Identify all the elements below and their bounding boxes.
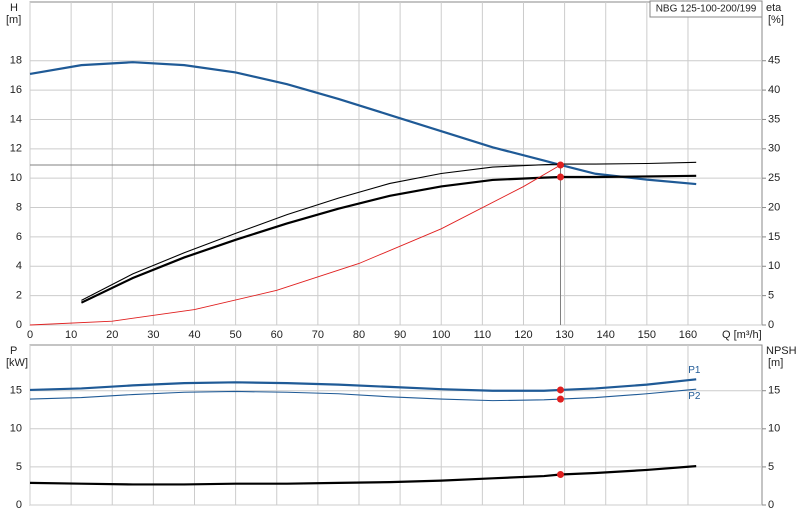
- annotation: NBG 125-100-200/199: [656, 4, 757, 15]
- y2-tick-label: 0: [768, 499, 774, 511]
- operating-point: [556, 395, 564, 403]
- curve-label: P1: [688, 365, 701, 376]
- operating-point: [556, 173, 564, 181]
- y-tick-label: 10: [10, 172, 22, 184]
- x-tick-label: 150: [638, 329, 656, 341]
- y-axis-unit: [m]: [6, 14, 21, 26]
- x-tick-label: 120: [514, 329, 532, 341]
- y-tick-label: 0: [16, 499, 22, 511]
- x-tick-label: 20: [106, 329, 118, 341]
- x-tick-label: 130: [555, 329, 573, 341]
- y2-tick-label: 5: [768, 461, 774, 473]
- y-tick-label: 12: [10, 143, 22, 155]
- x-tick-label: 140: [597, 329, 615, 341]
- y2-tick-label: 45: [768, 55, 780, 67]
- y2-tick-label: 20: [768, 201, 780, 213]
- y-tick-label: 14: [10, 113, 22, 125]
- y-axis-label: P: [10, 345, 17, 357]
- x-tick-label: 60: [271, 329, 283, 341]
- x-axis-label: Q [m³/h]: [722, 329, 762, 341]
- curve: [81, 161, 697, 301]
- x-tick-label: 100: [432, 329, 450, 341]
- x-tick-label: 40: [188, 329, 200, 341]
- y2-axis-unit: [m]: [768, 357, 783, 369]
- y2-tick-label: 35: [768, 113, 780, 125]
- y2-tick-label: 10: [768, 260, 780, 272]
- curve: [29, 388, 697, 402]
- operating-point: [556, 161, 564, 169]
- y2-tick-label: 10: [768, 423, 780, 435]
- y-tick-label: 16: [10, 84, 22, 96]
- curve: [29, 465, 697, 486]
- curve: [29, 378, 697, 392]
- annotation-box: [649, 0, 763, 18]
- y2-tick-label: 15: [768, 231, 780, 243]
- y2-tick-label: 25: [768, 172, 780, 184]
- y-tick-label: 10: [10, 423, 22, 435]
- y-tick-label: 2: [16, 290, 22, 302]
- x-tick-label: 90: [394, 329, 406, 341]
- curve-label: P2: [688, 391, 701, 402]
- y-tick-label: 6: [16, 231, 22, 243]
- x-tick-label: 110: [474, 329, 492, 341]
- y2-tick-label: 30: [768, 143, 780, 155]
- x-tick-label: 160: [679, 329, 697, 341]
- operating-point: [556, 471, 564, 479]
- curve: [80, 174, 697, 304]
- y2-axis-label: eta: [766, 2, 782, 14]
- x-tick-label: 0: [27, 329, 33, 341]
- y-axis-label: H: [10, 2, 18, 14]
- y-tick-label: 5: [16, 461, 22, 473]
- x-tick-label: 80: [353, 329, 365, 341]
- curve: [29, 61, 697, 186]
- y-tick-label: 18: [10, 55, 22, 67]
- x-tick-label: 10: [65, 329, 77, 341]
- x-tick-label: 50: [229, 329, 241, 341]
- y-axis-unit: [kW]: [6, 357, 28, 369]
- y2-tick-label: 40: [768, 84, 780, 96]
- y2-tick-label: 5: [768, 290, 774, 302]
- y2-tick-label: 15: [768, 385, 780, 397]
- operating-point: [556, 386, 564, 394]
- curve: [29, 164, 561, 326]
- y-tick-label: 8: [16, 201, 22, 213]
- x-tick-label: 30: [147, 329, 159, 341]
- y2-tick-label: 0: [768, 319, 774, 331]
- y-tick-label: 15: [10, 385, 22, 397]
- y2-axis-unit: [%]: [768, 14, 784, 26]
- y2-axis-label: NPSH: [766, 345, 797, 357]
- y-tick-label: 0: [16, 319, 22, 331]
- y-tick-label: 4: [16, 260, 22, 272]
- x-tick-label: 70: [312, 329, 324, 341]
